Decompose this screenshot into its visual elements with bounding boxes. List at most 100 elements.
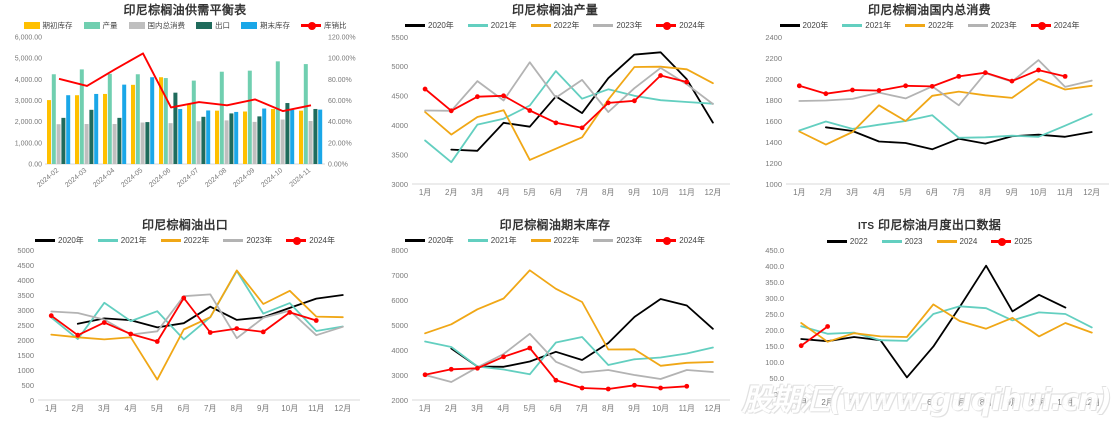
svg-text:5月: 5月 (901, 398, 913, 407)
svg-text:200.0: 200.0 (765, 326, 784, 335)
svg-text:5月: 5月 (151, 404, 163, 413)
svg-text:4月: 4月 (497, 404, 509, 413)
svg-text:10月: 10月 (652, 188, 669, 197)
legend-swatch-line (967, 24, 988, 27)
legend-item: 2024 (936, 237, 977, 246)
svg-text:1600: 1600 (765, 117, 782, 126)
legend-swatch-line (991, 237, 1012, 246)
svg-text:2024-05: 2024-05 (120, 167, 144, 189)
svg-text:2,000.00: 2,000.00 (15, 119, 42, 126)
svg-text:0.00%: 0.00% (328, 162, 348, 169)
svg-text:12月: 12月 (704, 404, 721, 413)
legend-item: 2023 (881, 237, 923, 246)
svg-text:10月: 10月 (1030, 188, 1047, 197)
svg-text:3000: 3000 (17, 306, 34, 315)
legend-swatch-box (241, 22, 257, 29)
svg-text:9月: 9月 (1006, 398, 1018, 407)
legend-label: 2023年 (990, 21, 1017, 30)
chart-production: 3000 3500 4000 4500 5000 5500 1月 2月 3月 4月 5月 6月 7月 8月… (370, 31, 740, 206)
svg-text:6月: 6月 (550, 188, 562, 197)
legend-swatch-line (530, 239, 551, 242)
svg-text:3月: 3月 (848, 398, 860, 407)
legend-item: 2021年 (842, 20, 891, 31)
svg-text:0.00: 0.00 (28, 162, 42, 169)
svg-text:5,000.00: 5,000.00 (15, 56, 42, 63)
legend-item: 期初库存 (23, 20, 73, 31)
svg-text:7月: 7月 (204, 404, 216, 413)
svg-text:8000: 8000 (391, 246, 408, 255)
svg-text:8月: 8月 (602, 404, 614, 413)
svg-text:2500: 2500 (17, 321, 34, 330)
svg-text:12月: 12月 (1083, 398, 1100, 407)
svg-text:5500: 5500 (391, 33, 408, 42)
legend-item: 2024年 (656, 20, 705, 31)
legend-item: 2023年 (593, 20, 642, 31)
legend-label: 2023 (904, 237, 923, 246)
panel-its: ITS 印尼棕油月度出口数据 2022 2023 2024 2025 0.0 50.0 1… (740, 215, 1119, 433)
svg-text:6月: 6月 (927, 398, 939, 407)
legend-swatch-line (223, 239, 244, 242)
legend-swatch-box (23, 22, 40, 29)
legend-item: 2023年 (593, 235, 642, 246)
svg-text:0.0: 0.0 (774, 390, 784, 399)
svg-text:4月: 4月 (873, 188, 885, 197)
legend-label: 2025 (1014, 237, 1033, 246)
legend-swatch-line (826, 240, 847, 243)
svg-text:12月: 12月 (1083, 188, 1100, 197)
legend-swatch-line (160, 239, 181, 242)
svg-text:10月: 10月 (652, 404, 669, 413)
svg-text:5月: 5月 (524, 188, 536, 197)
its-title-prefix: ITS (857, 221, 875, 232)
svg-text:11月: 11月 (308, 404, 324, 413)
svg-text:5000: 5000 (391, 321, 408, 330)
svg-text:9月: 9月 (1006, 188, 1018, 197)
chart-title-consumption: 印尼棕榈油国内总消费 (867, 3, 991, 17)
svg-text:6,000.00: 6,000.00 (15, 35, 42, 42)
svg-text:4月: 4月 (497, 188, 509, 197)
svg-text:2000: 2000 (765, 75, 782, 84)
legend-label: 出口 (215, 21, 230, 30)
svg-text:1500: 1500 (17, 351, 34, 360)
svg-text:3月: 3月 (846, 188, 858, 197)
legend-label: 2024年 (1053, 21, 1080, 30)
svg-text:6月: 6月 (926, 188, 938, 197)
chart-consumption: 1000 1200 1400 1600 1800 2000 2200 2400 1月 2月 3月 4月… (740, 31, 1119, 206)
svg-text:3000: 3000 (391, 371, 408, 380)
legend-item: 2025 (991, 237, 1032, 246)
legend-label: 2023年 (616, 236, 643, 245)
svg-text:2024-07: 2024-07 (176, 167, 200, 189)
legend-label: 2021年 (120, 236, 147, 245)
svg-text:7月: 7月 (953, 188, 965, 197)
svg-text:2200: 2200 (765, 54, 782, 63)
legend-label: 期末库存 (260, 21, 290, 30)
svg-text:4,000.00: 4,000.00 (15, 77, 42, 84)
svg-text:4500: 4500 (391, 92, 408, 101)
svg-text:10月: 10月 (1031, 398, 1048, 407)
legend-swatch-line (656, 236, 677, 245)
legend-item: 国内总消费 (128, 20, 186, 31)
legend-label: 国内总消费 (147, 21, 186, 30)
legend-item: 2021年 (97, 235, 147, 246)
svg-text:7月: 7月 (953, 398, 965, 407)
svg-text:1月: 1月 (419, 188, 431, 197)
legend-item: 2024年 (656, 235, 705, 246)
legend-item: 2020年 (35, 235, 84, 246)
legend-swatch-line (35, 239, 55, 242)
svg-text:4000: 4000 (17, 276, 34, 285)
svg-text:350.0: 350.0 (765, 278, 784, 287)
legend-item: 出口 (196, 20, 230, 31)
svg-text:120.00%: 120.00% (328, 35, 356, 42)
legend-label: 库销比 (324, 21, 347, 30)
legend-label: 2021年 (490, 21, 517, 30)
svg-text:5000: 5000 (17, 246, 34, 255)
svg-text:2000: 2000 (391, 396, 408, 405)
svg-text:100.00%: 100.00% (328, 56, 356, 63)
its-title-main: 印尼棕油月度出口数据 (878, 218, 1002, 232)
legend-item: 2023年 (223, 235, 272, 246)
legend-item: 2022年 (160, 235, 209, 246)
svg-text:11月: 11月 (679, 188, 695, 197)
legend-balance: 期初库存 产量 国内总消费 出口 期末库存 库销比 (0, 20, 370, 31)
legend-label: 2021年 (490, 236, 517, 245)
legend-item: 2022年 (530, 20, 579, 31)
